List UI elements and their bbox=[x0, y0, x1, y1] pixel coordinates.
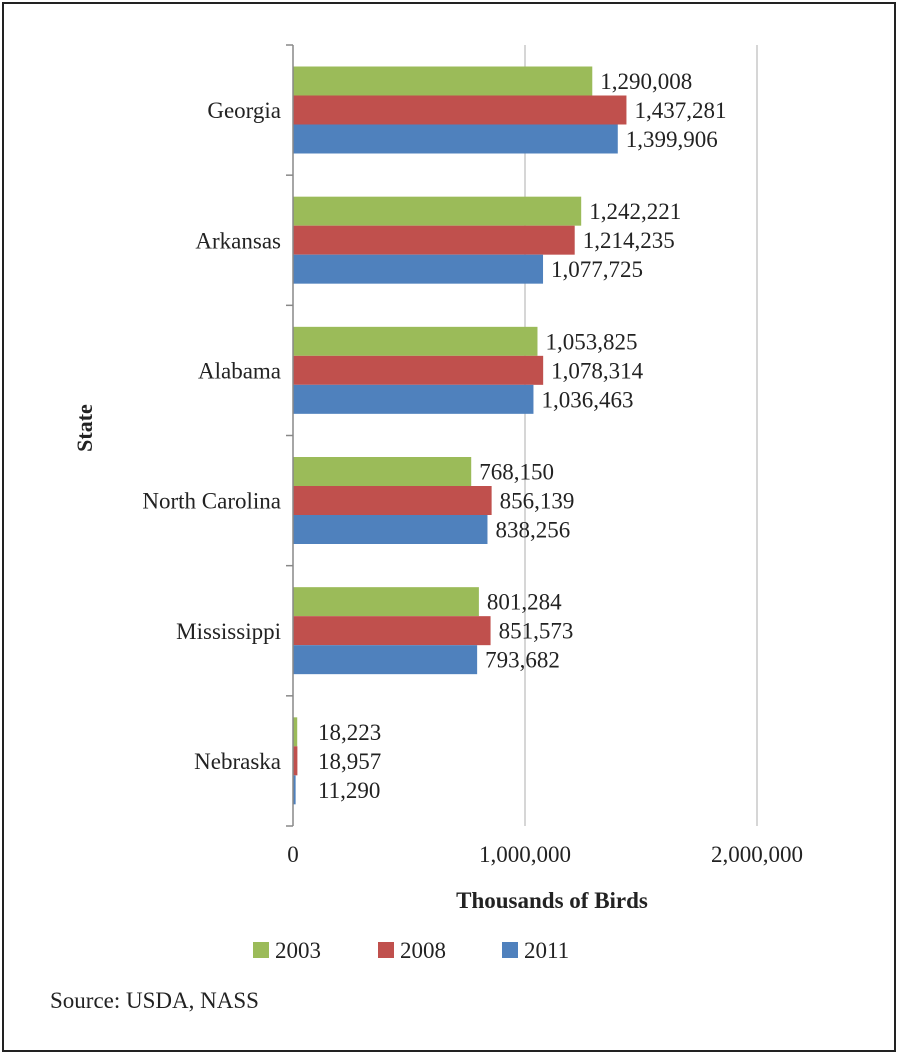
data-label: 851,573 bbox=[499, 619, 574, 644]
bar-2008 bbox=[293, 486, 492, 515]
data-label: 1,437,281 bbox=[634, 98, 726, 123]
bar-2003 bbox=[293, 326, 538, 356]
bar-2008 bbox=[293, 355, 544, 385]
data-label: 856,139 bbox=[500, 489, 575, 514]
bar-2003 bbox=[293, 717, 298, 747]
legend-label: 2011 bbox=[524, 938, 569, 963]
category-label: Georgia bbox=[207, 98, 281, 123]
bar-2011 bbox=[293, 254, 544, 284]
data-label: 768,150 bbox=[479, 460, 554, 485]
data-label: 1,053,825 bbox=[545, 329, 637, 354]
data-label: 1,036,463 bbox=[541, 387, 633, 412]
legend-label: 2003 bbox=[275, 938, 321, 963]
bar-2003 bbox=[293, 587, 479, 617]
bar-2008 bbox=[293, 616, 491, 646]
y-axis-title: State bbox=[72, 404, 97, 452]
data-label: 1,290,008 bbox=[600, 69, 692, 94]
source-note: Source: USDA, NASS bbox=[50, 988, 259, 1013]
bar-2008 bbox=[293, 225, 575, 255]
bar-2011 bbox=[293, 124, 618, 154]
bar-2008 bbox=[293, 95, 627, 125]
category-label: Mississippi bbox=[176, 619, 281, 644]
data-label: 18,957 bbox=[318, 749, 381, 774]
legend-swatch-2011 bbox=[502, 942, 518, 958]
category-label: Arkansas bbox=[195, 228, 281, 253]
data-label: 11,290 bbox=[318, 778, 380, 803]
bar-2008 bbox=[293, 746, 298, 776]
x-axis-title: Thousands of Birds bbox=[456, 888, 648, 913]
legend-swatch-2008 bbox=[378, 942, 394, 958]
bar-2011 bbox=[293, 384, 534, 414]
category-label: Nebraska bbox=[194, 749, 281, 774]
data-label: 838,256 bbox=[495, 518, 570, 543]
data-label: 801,284 bbox=[487, 590, 562, 615]
category-label: North Carolina bbox=[142, 489, 281, 514]
legend-label: 2008 bbox=[400, 938, 446, 963]
data-label: 1,214,235 bbox=[583, 228, 675, 253]
data-label: 1,078,314 bbox=[551, 358, 644, 383]
bar-2011 bbox=[293, 775, 296, 805]
category-label: Alabama bbox=[198, 358, 281, 383]
legend-swatch-2003 bbox=[253, 942, 269, 958]
x-tick-label: 2,000,000 bbox=[711, 842, 803, 867]
data-label: 18,223 bbox=[318, 720, 381, 745]
bar-2003 bbox=[293, 196, 582, 226]
data-label: 1,242,221 bbox=[589, 199, 681, 224]
x-tick-label: 0 bbox=[287, 842, 299, 867]
bar-2003 bbox=[293, 66, 593, 96]
bar-2011 bbox=[293, 515, 488, 544]
data-label: 1,077,725 bbox=[551, 257, 643, 282]
x-tick-label: 1,000,000 bbox=[479, 842, 571, 867]
bar-2003 bbox=[293, 457, 472, 486]
legend: 2003 2008 2011 bbox=[253, 938, 569, 963]
bar-2011 bbox=[293, 645, 478, 675]
data-label: 793,682 bbox=[485, 648, 560, 673]
data-label: 1,399,906 bbox=[626, 127, 718, 152]
